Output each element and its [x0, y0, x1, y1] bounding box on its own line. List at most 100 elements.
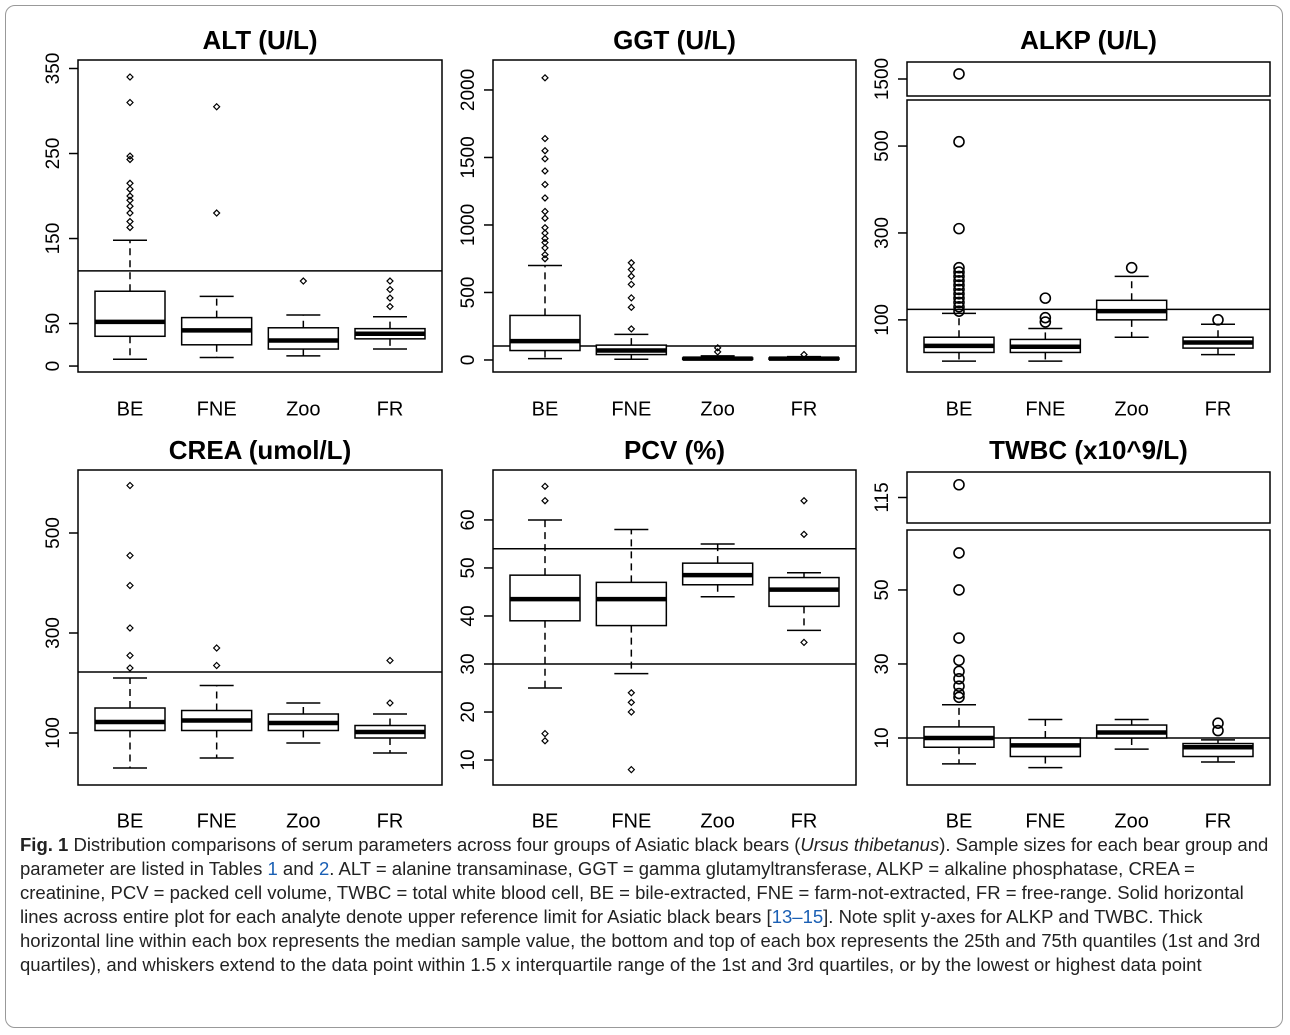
y-tick-label: 50: [43, 313, 64, 334]
outlier: [953, 222, 965, 235]
outlier: [541, 146, 549, 155]
x-tick-label: Zoo: [1114, 398, 1148, 420]
outlier: [386, 277, 394, 285]
x-tick-label: Zoo: [1114, 810, 1148, 830]
y-tick-label: 40: [458, 605, 479, 626]
y-tick-label: 100: [872, 304, 893, 336]
outlier: [1212, 314, 1224, 326]
outlier: [541, 154, 549, 163]
outlier: [126, 152, 134, 160]
y-tick-label: 30: [872, 653, 893, 674]
outlier: [541, 736, 549, 745]
x-tick-label: BE: [946, 398, 973, 420]
y-tick-label: 1000: [458, 204, 479, 246]
y-tick-label: 300: [872, 217, 893, 249]
outlier: [126, 481, 134, 490]
outlier: [713, 343, 722, 352]
x-tick-label: Zoo: [286, 398, 320, 420]
x-tick-label: FNE: [611, 398, 651, 420]
outlier: [126, 192, 134, 200]
figure: ALT (U/L) 0 50 150 250 350 BE FNE Zoo FR GGT (U/L)…: [43, 25, 1271, 830]
outlier: [541, 250, 549, 259]
outlier: [627, 765, 636, 774]
chart-title: PCV (%): [624, 435, 725, 465]
outlier: [627, 698, 636, 707]
outlier: [212, 102, 221, 111]
outlier: [212, 644, 221, 652]
outlier: [541, 496, 549, 505]
outlier: [386, 285, 394, 294]
y-tick-label: 10: [458, 749, 479, 770]
outlier: [541, 134, 549, 143]
outlier: [953, 68, 965, 80]
outlier: [1125, 261, 1138, 274]
caption-text: ]. Note split y-axes for ALKP and TWBC. …: [20, 906, 1261, 975]
y-tick-label: 500: [43, 517, 64, 549]
outlier: [800, 638, 808, 647]
outlier: [953, 672, 965, 685]
outlier: [386, 302, 394, 311]
outlier: [953, 283, 965, 296]
outlier: [126, 223, 134, 232]
outlier: [953, 266, 965, 278]
outlier: [126, 73, 134, 81]
outlier: [386, 699, 394, 707]
outlier: [126, 155, 134, 164]
outlier: [953, 296, 965, 309]
table-link[interactable]: 1: [267, 858, 278, 879]
outlier: [953, 632, 965, 644]
box: [595, 581, 668, 627]
outlier: [541, 73, 549, 82]
y-tick-label: 50: [458, 557, 479, 578]
outlier: [800, 530, 808, 539]
citation-link[interactable]: 13–15: [771, 906, 824, 927]
outlier: [627, 272, 636, 281]
outlier: [953, 274, 965, 287]
outlier: [953, 287, 965, 300]
caption: Fig. 1 Distribution comparisons of serum…: [20, 833, 1275, 977]
box: [509, 314, 581, 352]
box: [94, 290, 166, 338]
x-tick-label: FR: [1205, 398, 1232, 420]
x-tick-label: FNE: [611, 810, 651, 830]
table-link[interactable]: 2: [318, 858, 330, 879]
outlier: [126, 624, 134, 632]
outlier: [541, 234, 549, 243]
chart-title: GGT (U/L): [613, 25, 736, 55]
caption-species: Ursus thibetanus: [800, 834, 940, 855]
x-tick-label: FR: [377, 398, 404, 420]
chart-title: CREA (umol/L): [169, 435, 351, 465]
outlier: [1039, 316, 1052, 328]
x-tick-label: FNE: [197, 810, 237, 830]
outlier: [541, 482, 549, 491]
outlier: [953, 261, 965, 274]
caption-label: Fig. 1: [20, 834, 69, 855]
box: [768, 576, 840, 608]
outlier: [627, 688, 636, 697]
outlier: [126, 202, 134, 211]
outlier: [386, 656, 394, 665]
plot-frame: [906, 529, 1271, 786]
x-tick-label: BE: [117, 398, 144, 420]
outlier: [800, 496, 808, 505]
y-tick-label: 10: [872, 727, 893, 748]
outlier: [627, 258, 636, 267]
outlier: [953, 691, 965, 704]
y-tick-label: 1500: [458, 136, 479, 178]
outlier: [953, 305, 965, 317]
outlier: [1212, 724, 1224, 737]
y-tick-label: 1500: [872, 58, 893, 100]
plot-frame: [77, 59, 443, 373]
outlier: [126, 98, 134, 107]
outlier: [953, 279, 965, 291]
outlier: [953, 292, 965, 304]
outlier: [953, 687, 965, 700]
outlier: [953, 584, 965, 596]
outlier: [541, 167, 549, 175]
chart-title: ALT (U/L): [202, 25, 317, 55]
caption-text: . ALT = alanine transaminase, GGT = gamm…: [20, 858, 1244, 927]
outlier: [126, 217, 134, 226]
x-tick-label: BE: [532, 398, 559, 420]
outlier: [627, 294, 636, 302]
